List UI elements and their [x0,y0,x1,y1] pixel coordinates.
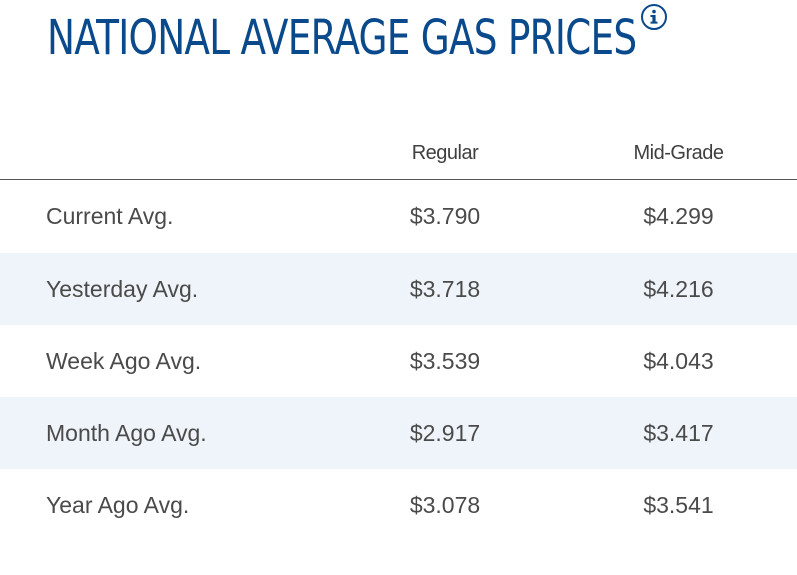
table-body: Current Avg. $3.790 $4.299 Yesterday Avg… [0,180,797,542]
mid-grade-price: $3.541 [643,491,714,518]
mid-grade-price: $4.216 [560,253,797,325]
row-label: Current Avg. [46,203,174,229]
info-icon[interactable] [641,4,667,30]
column-header-regular: Regular [330,128,560,180]
regular-price: $3.078 [409,491,481,518]
row-label: Year Ago Avg. [46,491,190,518]
regular-price: $3.539 [409,347,481,374]
table-row-month-ago: Month Ago Avg. $2.917 $3.417 [0,397,797,469]
mid-grade-price: $4.043 [643,347,714,374]
regular-price: $2.917 [330,397,560,469]
mid-grade-price: $3.417 [560,397,797,469]
regular-price: $3.790 [409,203,481,229]
row-label: Yesterday Avg. [0,253,330,325]
page-title: NATIONAL AVERAGE GAS PRICES [47,10,637,66]
regular-price: $3.718 [330,253,560,325]
table-header: Regular Mid-Grade [0,128,797,180]
info-glyph-icon [650,9,658,24]
mid-grade-price: $4.299 [643,203,714,229]
header-row: Regular Mid-Grade [0,128,797,180]
table-row-current: Current Avg. $3.790 $4.299 [0,180,797,254]
table-row-year-ago: Year Ago Avg. $3.078 $3.541 [0,469,797,541]
row-label: Week Ago Avg. [46,347,202,374]
header: NATIONAL AVERAGE GAS PRICES [47,0,747,80]
column-header-label [0,128,330,180]
table-row-week-ago: Week Ago Avg. $3.539 $4.043 [0,325,797,397]
row-label: Month Ago Avg. [0,397,330,469]
column-header-mid-grade: Mid-Grade [560,128,797,180]
table-row-yesterday: Yesterday Avg. $3.718 $4.216 [0,253,797,325]
gas-price-table: Regular Mid-Grade Current Avg. $3.790 $4… [0,128,797,541]
